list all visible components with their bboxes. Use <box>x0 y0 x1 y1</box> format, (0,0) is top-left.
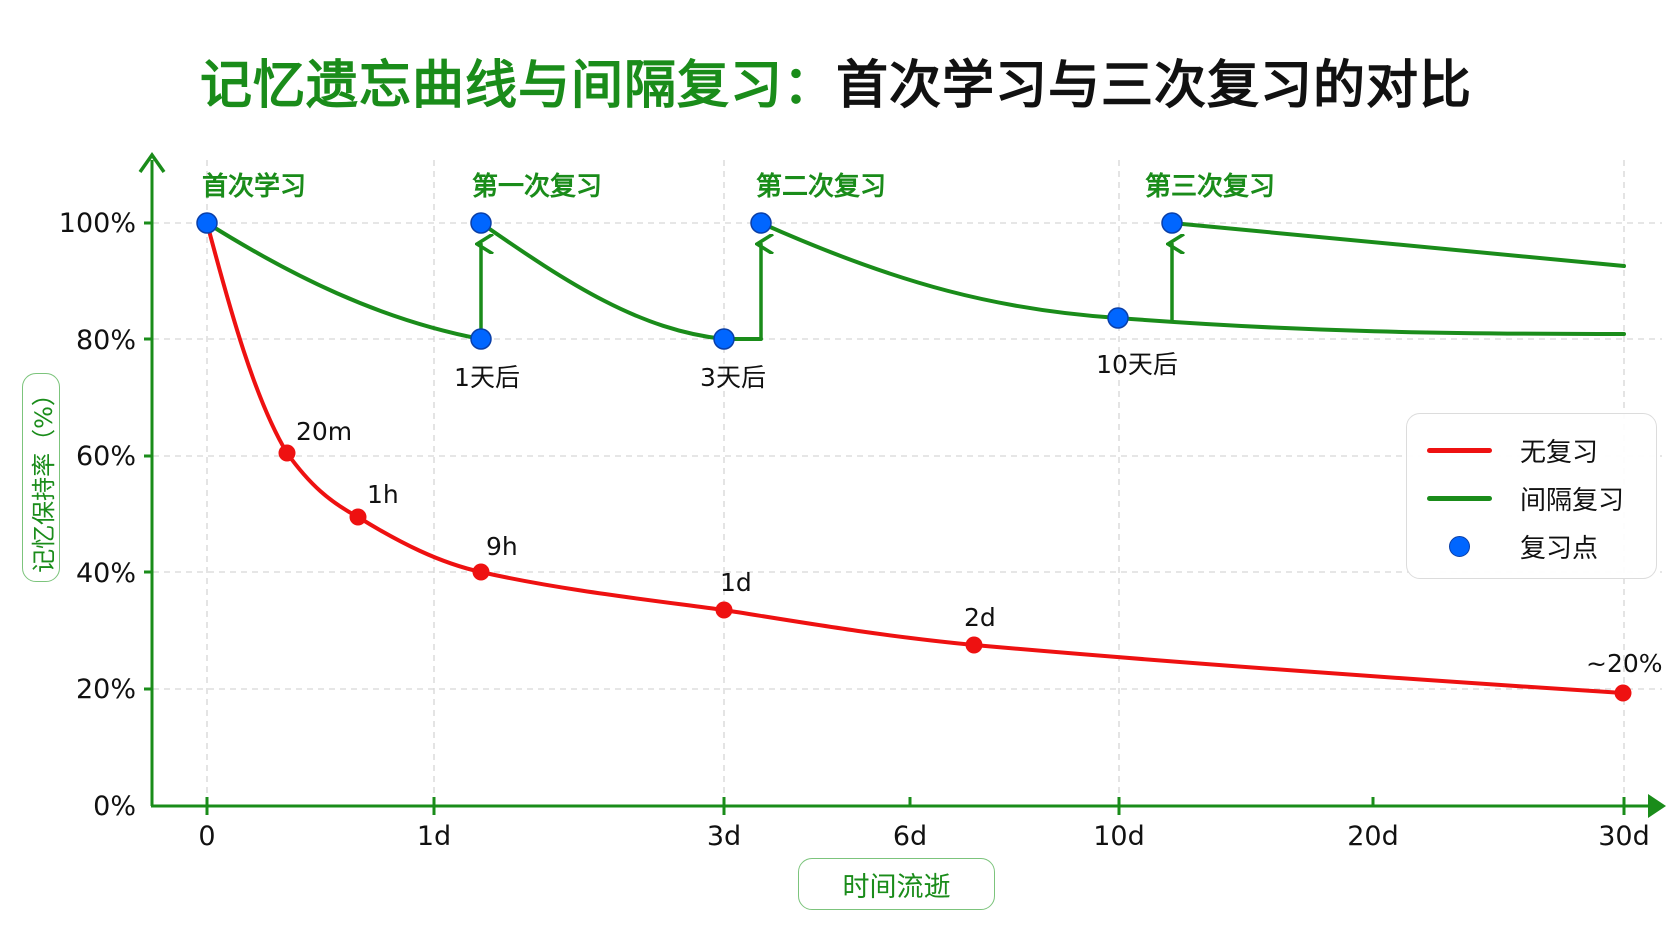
label-initial-study: 首次学习 <box>202 171 306 202</box>
chart-title: 记忆遗忘曲线与间隔复习：首次学习与三次复习的对比 <box>0 50 1672 122</box>
legend-item-review-point: 复习点 <box>1407 526 1656 566</box>
x-tick-6d: 6d <box>893 821 927 852</box>
x-tick-3d: 3d <box>707 821 741 852</box>
x-tick-1d: 1d <box>417 821 451 852</box>
label-1h: 1h <box>367 480 399 509</box>
x-tick-0: 0 <box>198 821 215 852</box>
y-tick-labels: 0% 20% 40% 60% 80% 100% <box>59 208 136 822</box>
legend-label: 无复习 <box>1520 437 1599 468</box>
review-points <box>196 212 1183 350</box>
label-3-days-after: 3天后 <box>700 363 766 392</box>
legend-item-no-review: 无复习 <box>1407 430 1656 470</box>
label-1-day-after: 1天后 <box>454 363 520 392</box>
marker-9h <box>472 563 490 581</box>
label-20m: 20m <box>296 417 352 446</box>
y-tick-60: 60% <box>76 441 136 472</box>
forget-point-labels: 1天后 3天后 10天后 <box>454 350 1178 392</box>
marker-1h <box>349 508 367 526</box>
legend-label: 复习点 <box>1520 533 1599 564</box>
label-third-review: 第三次复习 <box>1145 171 1275 202</box>
y-tick-100: 100% <box>59 208 136 239</box>
no-review-labels: 20m 1h 9h 1d 2d ~20% <box>296 417 1663 678</box>
y-tick-20: 20% <box>76 674 136 705</box>
y-axis-label: 记忆保持率（%） <box>22 373 60 582</box>
spaced-review-curve <box>205 221 1626 341</box>
label-2d: 2d <box>964 603 996 632</box>
legend-red-line-icon <box>1427 447 1492 453</box>
review-point-first <box>470 212 492 234</box>
label-10-days-after: 10天后 <box>1096 350 1178 379</box>
y-tick-0: 0% <box>93 791 136 822</box>
review-point-third <box>1161 212 1183 234</box>
y-tick-80: 80% <box>76 325 136 356</box>
legend-blue-dot-icon <box>1449 535 1470 557</box>
y-axis-label-text: 记忆保持率（%） <box>29 382 58 573</box>
label-first-review: 第一次复习 <box>472 171 602 202</box>
x-tick-30d: 30d <box>1598 821 1650 852</box>
legend: 无复习 间隔复习 复习点 <box>1406 413 1657 579</box>
label-20pct: ~20% <box>1586 649 1663 678</box>
review-point-10d-before <box>1107 307 1129 329</box>
marker-20m <box>278 444 296 462</box>
chart-title-green: 记忆遗忘曲线与间隔复习： <box>199 56 836 116</box>
label-1d: 1d <box>720 568 752 597</box>
legend-green-line-icon <box>1427 495 1492 501</box>
label-second-review: 第二次复习 <box>756 171 886 202</box>
review-point-3d-before <box>713 328 735 350</box>
x-tick-labels: 0 1d 3d 6d 10d 20d 30d <box>198 821 1649 852</box>
x-axis-label-text: 时间流逝 <box>842 871 951 903</box>
x-axis-label: 时间流逝 <box>798 858 995 910</box>
review-point-1d-before <box>470 328 492 350</box>
x-tick-10d: 10d <box>1093 821 1145 852</box>
review-point-initial <box>196 212 218 234</box>
review-point-second <box>750 212 772 234</box>
marker-2d <box>965 636 983 654</box>
marker-1d <box>715 601 733 619</box>
x-tick-20d: 20d <box>1347 821 1399 852</box>
marker-30d <box>1614 684 1632 702</box>
label-9h: 9h <box>486 532 518 561</box>
legend-label: 间隔复习 <box>1520 485 1625 516</box>
review-labels: 首次学习 第一次复习 第二次复习 第三次复习 <box>202 171 1275 202</box>
no-review-markers <box>278 444 1632 702</box>
chart-title-black: 首次学习与三次复习的对比 <box>836 56 1473 116</box>
y-tick-40: 40% <box>76 558 136 589</box>
legend-item-spaced-review: 间隔复习 <box>1407 478 1656 518</box>
axes <box>138 151 1666 818</box>
